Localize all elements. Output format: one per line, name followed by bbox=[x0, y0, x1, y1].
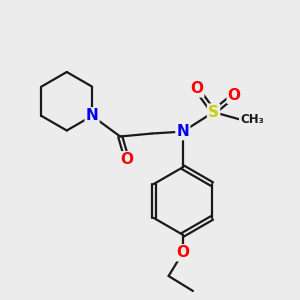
Text: S: S bbox=[208, 105, 219, 120]
Text: CH₃: CH₃ bbox=[240, 113, 264, 126]
Text: N: N bbox=[86, 108, 98, 123]
Text: O: O bbox=[228, 88, 241, 103]
Text: N: N bbox=[176, 124, 189, 139]
Text: O: O bbox=[176, 245, 189, 260]
Text: O: O bbox=[121, 152, 134, 167]
Text: O: O bbox=[190, 81, 203, 96]
